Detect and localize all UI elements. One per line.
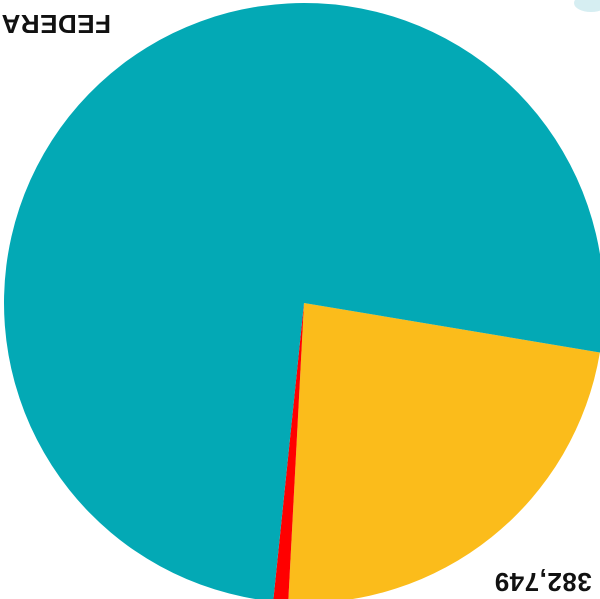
pie-slice bbox=[273, 303, 304, 599]
decorative-blob bbox=[574, 0, 600, 12]
pie-slice bbox=[4, 3, 600, 599]
label-federa: FEDERA bbox=[1, 9, 111, 39]
pie-slices bbox=[4, 3, 600, 599]
pie-slice bbox=[288, 303, 600, 599]
label-value: 382,749 bbox=[494, 567, 591, 597]
